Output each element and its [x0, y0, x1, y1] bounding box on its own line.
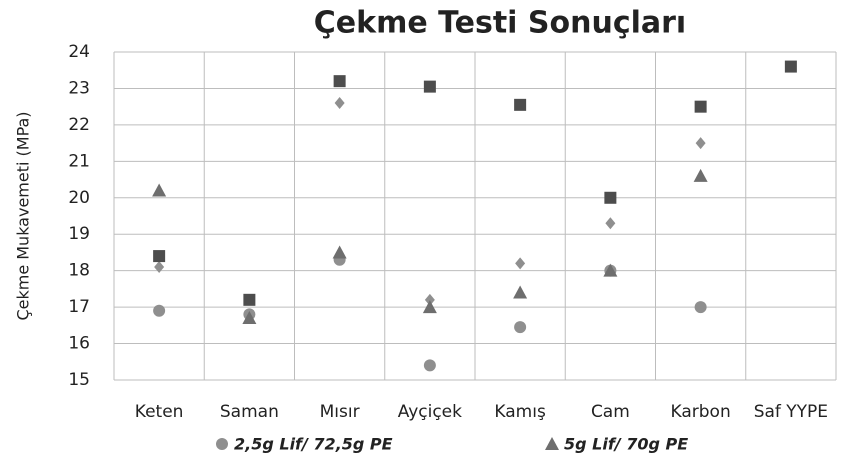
y-tick-label: 22 — [68, 115, 90, 135]
y-tick-label: 23 — [68, 78, 90, 98]
marker-square — [153, 250, 166, 263]
x-tick-label: Mısır — [320, 402, 360, 422]
marker-circle — [153, 304, 166, 317]
marker-triangle — [422, 300, 437, 314]
marker-square — [514, 98, 527, 111]
y-tick-label: 18 — [68, 261, 90, 281]
x-tick-label: Ayçiçek — [398, 402, 462, 422]
legend-label: 5g Lif/ 70g PE — [564, 435, 688, 454]
marker-square — [243, 293, 256, 306]
chart-title: Çekme Testi Sonuçları — [314, 6, 686, 41]
marker-triangle — [545, 437, 559, 450]
x-tick-label: Saman — [220, 402, 279, 422]
y-tick-label: 15 — [68, 370, 90, 390]
y-tick-label: 19 — [68, 224, 90, 244]
marker-square — [694, 100, 707, 113]
marker-square — [784, 60, 797, 73]
marker-circle — [216, 438, 228, 450]
x-tick-label: Keten — [135, 402, 184, 422]
marker-square — [604, 191, 617, 204]
y-tick-label: 16 — [68, 334, 90, 354]
marker-circle — [423, 359, 436, 372]
marker-diamond — [515, 257, 526, 270]
marker-diamond — [334, 97, 345, 110]
y-axis-label: Çekme Mukavemeti (MPa) — [14, 111, 33, 320]
x-tick-label: Cam — [591, 402, 630, 422]
marker-square — [423, 80, 436, 93]
x-tick-label: Saf YYPE — [754, 402, 828, 422]
marker-triangle — [693, 168, 708, 182]
marker-diamond — [424, 293, 435, 306]
marker-diamond — [154, 261, 165, 274]
marker-triangle — [513, 285, 528, 299]
marker-diamond — [695, 137, 706, 150]
marker-circle — [694, 301, 707, 314]
marker-square — [333, 75, 346, 88]
legend-label: 2,5g Lif/ 72,5g PE — [234, 435, 393, 454]
x-tick-label: Kamış — [494, 402, 546, 422]
y-tick-label: 24 — [68, 42, 90, 62]
x-tick-label: Karbon — [671, 402, 731, 422]
y-tick-label: 17 — [68, 297, 90, 317]
marker-triangle — [152, 183, 167, 197]
marker-circle — [514, 321, 527, 334]
y-tick-label: 21 — [68, 151, 90, 171]
y-tick-label: 20 — [68, 188, 90, 208]
marker-triangle — [603, 263, 618, 277]
marker-triangle — [332, 245, 347, 259]
marker-triangle — [242, 311, 257, 325]
marker-diamond — [605, 217, 616, 230]
